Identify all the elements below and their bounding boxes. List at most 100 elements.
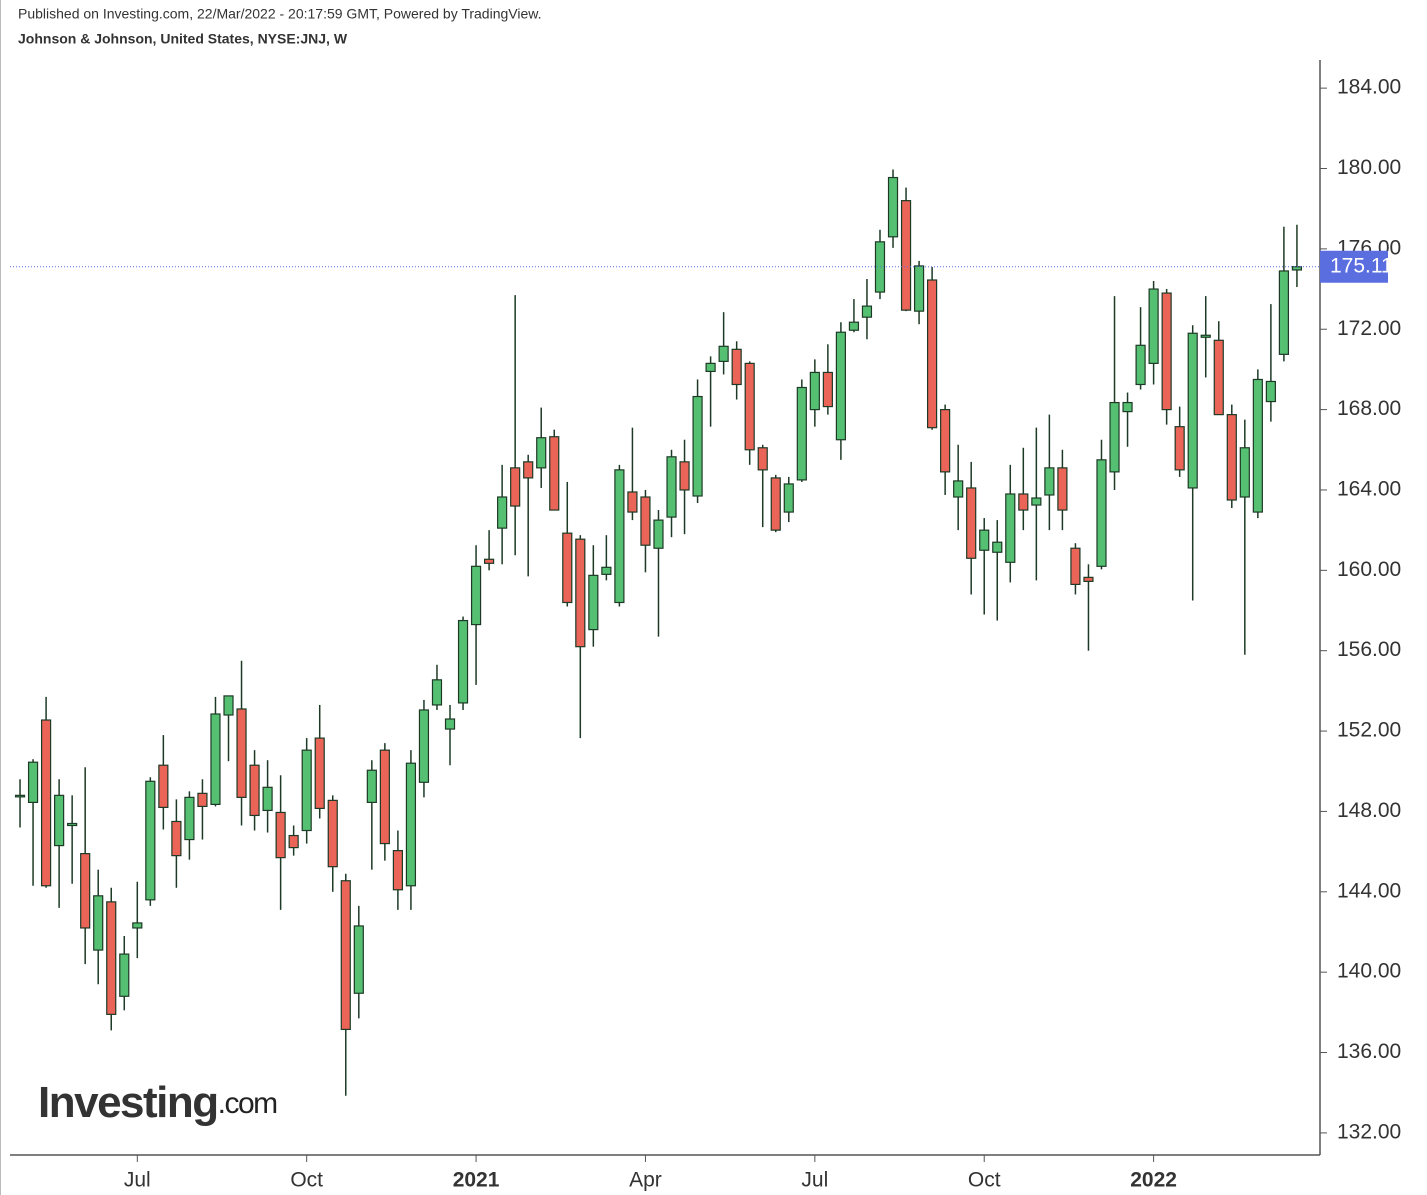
candle-body	[536, 437, 547, 469]
candle-body	[54, 794, 65, 847]
candle-body	[470, 565, 482, 626]
y-tick-label: 172.00	[1337, 317, 1401, 340]
candle-body	[366, 769, 377, 803]
candle-body	[575, 538, 586, 648]
candle-body	[640, 496, 651, 546]
candle-body	[900, 200, 912, 311]
last-price-label: 175.11	[1330, 254, 1393, 277]
x-tick-label: Jul	[801, 1169, 828, 1192]
candle-body	[614, 469, 625, 604]
y-tick-label: 156.00	[1337, 638, 1401, 661]
candle-body	[353, 925, 364, 994]
candle-body	[809, 371, 820, 411]
candle-body	[1057, 467, 1068, 511]
candle-body	[1096, 459, 1107, 567]
candle-body	[340, 880, 351, 1031]
candle-body	[1226, 414, 1237, 501]
x-tick-label: Oct	[968, 1169, 1001, 1192]
candle-body	[262, 786, 273, 812]
candle-body	[718, 345, 729, 362]
logo-suffix: .com	[218, 1087, 278, 1120]
candle-body	[392, 850, 403, 891]
candle-body	[210, 713, 221, 805]
candle-body	[275, 811, 286, 859]
x-tick-label: Jul	[124, 1169, 151, 1192]
plot: 132.00 136.00 140.00 144.00 148.00 152.00 156.…	[10, 60, 1401, 1192]
x-tick-label: Apr	[629, 1169, 662, 1192]
candle-body	[653, 519, 664, 549]
candle-body	[1018, 493, 1029, 511]
candle-body	[1122, 401, 1133, 413]
candle-body	[80, 853, 91, 929]
y-tick-label: 168.00	[1337, 397, 1401, 420]
candle-body	[119, 953, 130, 997]
candle-body	[510, 467, 521, 507]
symbol-title: Johnson & Johnson, United States, NYSE:J…	[18, 31, 348, 47]
candle-body	[1239, 447, 1250, 498]
y-tick-label: 164.00	[1337, 478, 1401, 501]
candle-body	[770, 477, 781, 531]
last-price-badge	[1320, 250, 1388, 283]
y-tick-label: 152.00	[1337, 719, 1401, 742]
candle-body	[1044, 467, 1055, 496]
candle-body	[549, 436, 560, 511]
candle-body	[171, 820, 182, 857]
candle-body	[236, 708, 247, 798]
candle-body	[1005, 493, 1016, 563]
candle-body	[731, 348, 742, 386]
candle-body	[223, 695, 234, 716]
candle-body	[379, 749, 390, 845]
candle-body	[249, 764, 260, 817]
candle-body	[913, 265, 925, 312]
candle-body	[1148, 288, 1159, 364]
candle-body	[431, 679, 443, 706]
candle-body	[927, 279, 938, 429]
candle-body	[1070, 547, 1081, 585]
candle-body	[744, 362, 755, 451]
candle-body	[601, 566, 612, 575]
candle-body	[418, 709, 430, 783]
y-tick-label: 148.00	[1337, 799, 1401, 822]
candle-body	[692, 395, 703, 497]
y-tick-label: 180.00	[1337, 156, 1401, 179]
candle-body	[14, 794, 26, 798]
candle-body	[666, 456, 677, 518]
candle-body	[40, 719, 52, 887]
candle-body	[405, 762, 417, 887]
candle-body	[1135, 344, 1146, 386]
y-tick-label: 144.00	[1337, 879, 1401, 902]
logo-name: Investing	[38, 1078, 218, 1127]
y-tick-label: 184.00	[1337, 76, 1401, 99]
x-tick-label: 2021	[453, 1169, 500, 1192]
candle-body	[627, 491, 638, 513]
candle-body	[953, 480, 964, 498]
candle-body	[757, 447, 768, 471]
candle-body	[1265, 380, 1276, 403]
candle-body	[483, 558, 495, 564]
candle-body	[979, 529, 990, 551]
y-tick-label: 132.00	[1337, 1120, 1401, 1143]
candle-body	[1252, 378, 1263, 513]
candle-body	[288, 834, 299, 849]
candle-body	[327, 799, 338, 868]
y-tick-label: 160.00	[1337, 558, 1401, 581]
candle-body	[887, 176, 899, 238]
candle-body	[705, 362, 716, 373]
candle-body	[588, 574, 599, 631]
y-tick-label: 136.00	[1337, 1040, 1401, 1063]
candle-body	[301, 749, 312, 832]
candle-body	[966, 487, 977, 559]
candle-body	[1291, 266, 1303, 271]
candle-body	[1213, 339, 1224, 416]
candle-body	[940, 408, 951, 473]
candle-body	[783, 483, 794, 513]
candle-body	[679, 461, 690, 491]
candle-body	[835, 331, 847, 441]
candle-body	[444, 718, 456, 730]
published-note: Published on Investing.com, 22/Mar/2022 …	[18, 6, 541, 22]
candle-body	[1174, 426, 1185, 471]
candle-body	[497, 496, 508, 529]
candle-body	[523, 461, 534, 479]
